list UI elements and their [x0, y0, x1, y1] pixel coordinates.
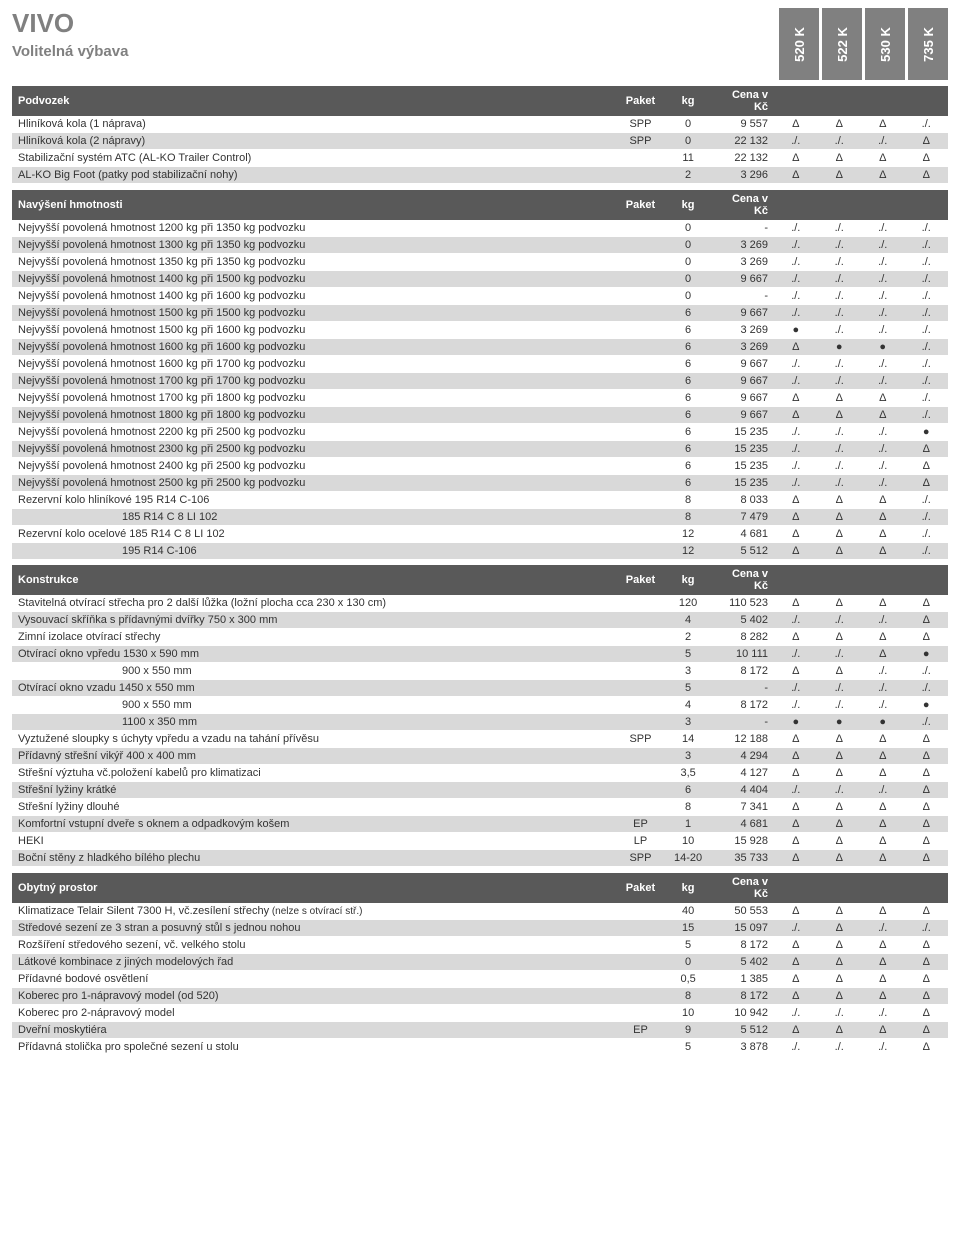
- table-row: Komfortní vstupní dveře s oknem a odpadk…: [12, 816, 948, 833]
- table-row: Koberec pro 2-nápravový model1010 942./.…: [12, 1004, 948, 1021]
- table-row: Nejvyšší povolená hmotnost 1400 kg při 1…: [12, 270, 948, 287]
- table-row: HEKILP1015 928ΔΔΔΔ: [12, 833, 948, 850]
- table-row: Střešní výztuha vč.položení kabelů pro k…: [12, 765, 948, 782]
- table-row: Vyztužené sloupky s úchyty vpředu a vzad…: [12, 731, 948, 748]
- table-row: Střešní lyžiny dlouhé87 341ΔΔΔΔ: [12, 799, 948, 816]
- table-row: Přídavný střešní vikýř 400 x 400 mm34 29…: [12, 748, 948, 765]
- table-row: Nejvyšší povolená hmotnost 1600 kg při 1…: [12, 338, 948, 355]
- table-row: Nejvyšší povolená hmotnost 1700 kg při 1…: [12, 389, 948, 406]
- section-header: KonstrukcePaketkgCena v Kč: [12, 565, 948, 595]
- table-row: Nejvyšší povolená hmotnost 2200 kg při 2…: [12, 423, 948, 440]
- table-row: Nejvyšší povolená hmotnost 1600 kg při 1…: [12, 355, 948, 372]
- table-row: 900 x 550 mm38 172ΔΔ./../.: [12, 663, 948, 680]
- table-row: Nejvyšší povolená hmotnost 2500 kg při 2…: [12, 474, 948, 491]
- page-header: VIVO Volitelná výbava 520 K522 K530 K735…: [12, 8, 948, 80]
- table-row: Rezervní kolo ocelové 185 R14 C 8 LI 102…: [12, 525, 948, 542]
- table-row: Boční stěny z hladkého bílého plechuSPP1…: [12, 850, 948, 867]
- model-tab: 530 K: [865, 8, 905, 80]
- table-row: Nejvyšší povolená hmotnost 1500 kg při 1…: [12, 304, 948, 321]
- table-row: Zimní izolace otvírací střechy28 282ΔΔΔΔ: [12, 629, 948, 646]
- table-row: Koberec pro 1-nápravový model (od 520)88…: [12, 987, 948, 1004]
- table-row: Dveřní moskytiéraEP95 512ΔΔΔΔ: [12, 1021, 948, 1038]
- table-row: Středové sezení ze 3 stran a posuvný stů…: [12, 919, 948, 936]
- table-row: Nejvyšší povolená hmotnost 1350 kg při 1…: [12, 253, 948, 270]
- table-row: Stavitelná otvírací střecha pro 2 další …: [12, 595, 948, 612]
- model-tab: 520 K: [779, 8, 819, 80]
- equipment-table: PodvozekPaketkgCena v KčHliníková kola (…: [12, 86, 948, 1056]
- table-row: 185 R14 C 8 LI 10287 479ΔΔΔ./.: [12, 508, 948, 525]
- table-row: Nejvyšší povolená hmotnost 1300 kg při 1…: [12, 236, 948, 253]
- table-row: 900 x 550 mm48 172./../../.●: [12, 697, 948, 714]
- table-row: Střešní lyžiny krátké64 404./../../.Δ: [12, 782, 948, 799]
- table-row: 1100 x 350 mm3-●●●./.: [12, 714, 948, 731]
- table-row: Nejvyšší povolená hmotnost 2400 kg při 2…: [12, 457, 948, 474]
- table-row: Nejvyšší povolená hmotnost 1700 kg při 1…: [12, 372, 948, 389]
- table-row: Rezervní kolo hliníkové 195 R14 C-10688 …: [12, 491, 948, 508]
- table-row: Nejvyšší povolená hmotnost 1400 kg při 1…: [12, 287, 948, 304]
- table-row: Vysouvací skříňka s přídavnými dvířky 75…: [12, 612, 948, 629]
- table-row: Hliníková kola (1 náprava)SPP09 557ΔΔΔ./…: [12, 116, 948, 133]
- table-row: Stabilizační systém ATC (AL-KO Trailer C…: [12, 150, 948, 167]
- table-row: Přídavná stolička pro společné sezení u …: [12, 1038, 948, 1055]
- table-row: Látkové kombinace z jiných modelových řa…: [12, 953, 948, 970]
- table-row: Hliníková kola (2 nápravy)SPP022 132./..…: [12, 133, 948, 150]
- section-header: Obytný prostorPaketkgCena v Kč: [12, 873, 948, 903]
- table-row: AL-KO Big Foot (patky pod stabilizační n…: [12, 167, 948, 184]
- section-header: Navýšení hmotnostiPaketkgCena v Kč: [12, 190, 948, 220]
- table-row: Přídavné bodové osvětlení0,51 385ΔΔΔΔ: [12, 970, 948, 987]
- table-row: Otvírací okno vzadu 1450 x 550 mm5-./../…: [12, 680, 948, 697]
- table-row: 195 R14 C-106125 512ΔΔΔ./.: [12, 542, 948, 559]
- table-row: Nejvyšší povolená hmotnost 1200 kg při 1…: [12, 220, 948, 237]
- table-row: Otvírací okno vpředu 1530 x 590 mm510 11…: [12, 646, 948, 663]
- model-tabs: 520 K522 K530 K735 K: [779, 8, 948, 80]
- model-tab: 735 K: [908, 8, 948, 80]
- table-row: Rozšíření středového sezení, vč. velkého…: [12, 936, 948, 953]
- section-header: PodvozekPaketkgCena v Kč: [12, 86, 948, 116]
- table-row: Nejvyšší povolená hmotnost 1800 kg při 1…: [12, 406, 948, 423]
- table-row: Nejvyšší povolená hmotnost 1500 kg při 1…: [12, 321, 948, 338]
- model-tab: 522 K: [822, 8, 862, 80]
- table-row: Nejvyšší povolená hmotnost 2300 kg při 2…: [12, 440, 948, 457]
- page-subtitle: Volitelná výbava: [12, 43, 779, 60]
- table-row: Klimatizace Telair Silent 7300 H, vč.zes…: [12, 903, 948, 920]
- table-body: PodvozekPaketkgCena v KčHliníková kola (…: [12, 86, 948, 1055]
- page-title: VIVO: [12, 8, 779, 39]
